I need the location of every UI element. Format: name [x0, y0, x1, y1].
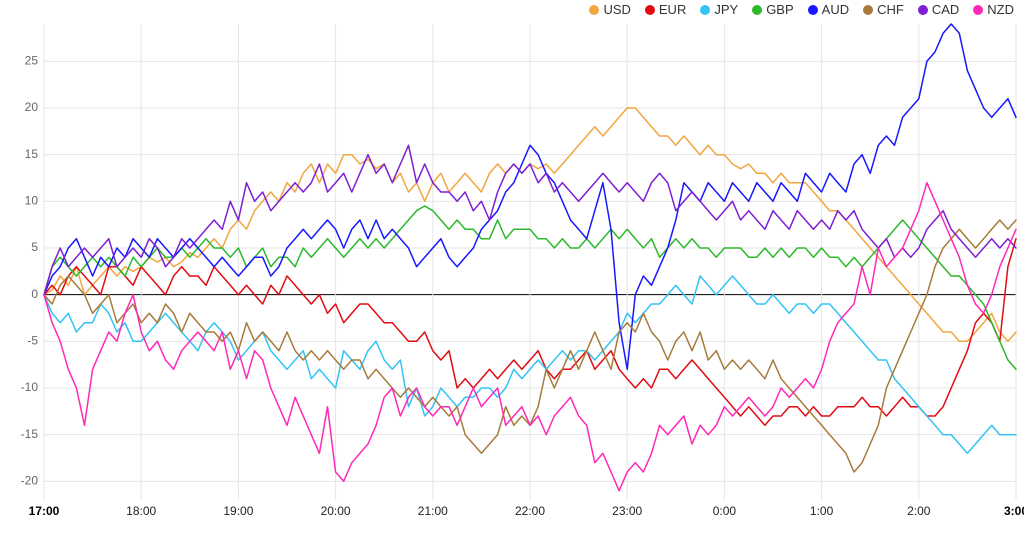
y-axis-label: -5 [27, 334, 38, 348]
currency-strength-chart: USDEURJPYGBPAUDCHFCADNZD -20-15-10-50510… [0, 0, 1024, 541]
y-axis-label: 20 [25, 100, 39, 114]
x-axis-label: 21:00 [418, 504, 448, 518]
y-axis-label: 25 [25, 54, 39, 68]
x-axis-label: 23:00 [612, 504, 642, 518]
y-axis-label: -20 [21, 474, 39, 488]
x-axis-label: 17:00 [29, 504, 60, 518]
x-axis-label: 18:00 [126, 504, 156, 518]
x-axis-label: 1:00 [810, 504, 834, 518]
x-axis-label: 20:00 [321, 504, 351, 518]
y-axis-label: 5 [31, 240, 38, 254]
chart-canvas: -20 -15 -10 -5 0 5 10 15 20 25 17:00 18:00 19:00 20:0… [0, 0, 1024, 541]
y-axis-label: 10 [25, 194, 39, 208]
y-axis-label: 15 [25, 147, 39, 161]
y-axis-label: -15 [21, 427, 39, 441]
y-axis-label: -10 [21, 380, 39, 394]
x-axis-label: 19:00 [223, 504, 253, 518]
x-axis-label: 22:00 [515, 504, 545, 518]
x-axis-label: 0:00 [713, 504, 737, 518]
x-axis-label: 3:00 [1004, 504, 1024, 518]
x-axis-label: 2:00 [907, 504, 931, 518]
y-axis-label: 0 [31, 287, 38, 301]
